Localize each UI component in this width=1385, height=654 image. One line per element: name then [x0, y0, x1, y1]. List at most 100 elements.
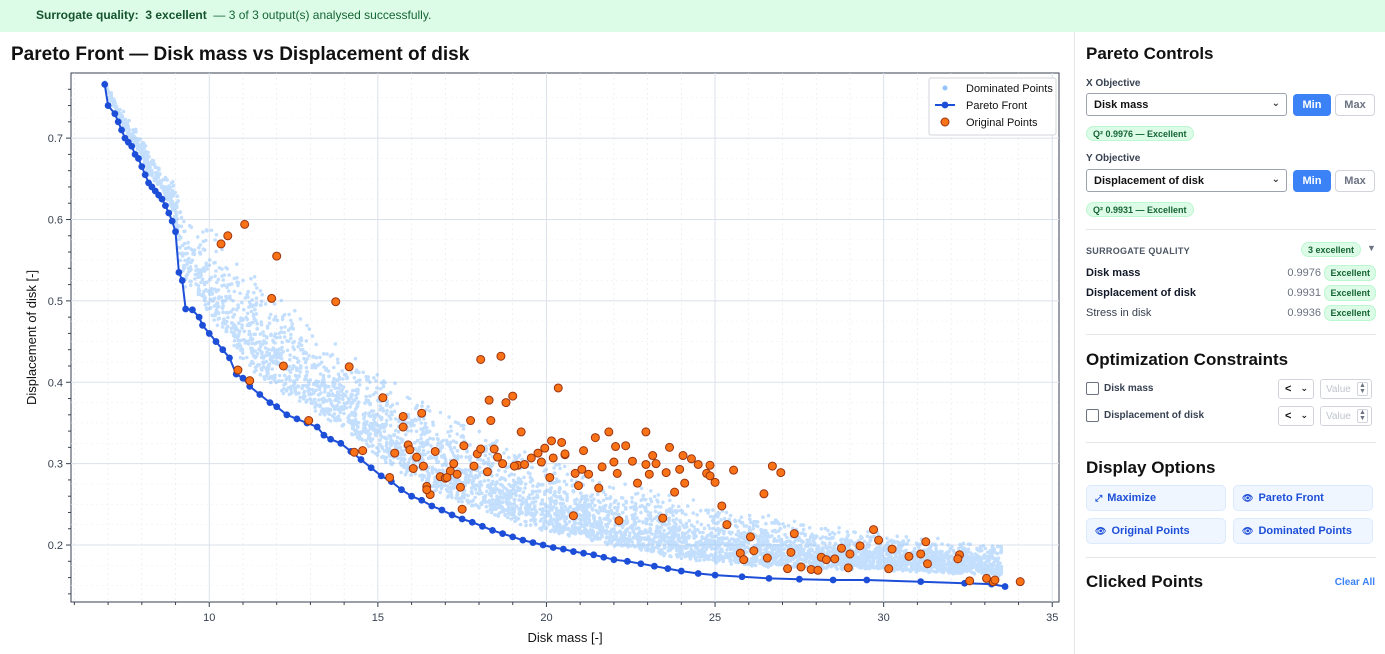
dominated-point	[288, 370, 293, 375]
dominated-point	[346, 416, 351, 420]
dominated-point	[204, 264, 208, 268]
dominated-point	[706, 539, 710, 543]
dominated-point	[525, 509, 529, 513]
dominated-point	[907, 560, 911, 565]
dominated-point	[684, 525, 689, 529]
dominated-point	[633, 501, 638, 506]
dominated-point	[592, 515, 597, 520]
dominated-point	[623, 507, 628, 511]
dominated-point	[558, 466, 562, 471]
dominated-point	[187, 256, 191, 261]
dominated-point	[997, 561, 1002, 565]
dominated-point	[304, 377, 309, 382]
dominated-point	[289, 318, 293, 323]
dominated-point	[643, 528, 648, 532]
dominated-point	[510, 510, 514, 515]
dominated-point	[259, 322, 264, 327]
dominated-point	[447, 415, 451, 419]
dominated-point	[708, 553, 712, 558]
dominated-point	[641, 493, 646, 498]
dominated-point	[348, 405, 352, 409]
dominated-point	[769, 546, 774, 551]
dominated-point	[340, 397, 345, 402]
dominated-point	[427, 473, 432, 478]
dominated-point	[318, 412, 322, 417]
dominated-point	[259, 303, 263, 307]
dominated-point	[194, 264, 198, 268]
dominated-point	[596, 499, 601, 503]
dominated-point	[154, 177, 159, 182]
dominated-point	[686, 504, 690, 508]
dominated-point	[653, 505, 658, 509]
dominated-point	[468, 454, 472, 459]
dominated-point	[333, 386, 337, 390]
dominated-point	[379, 417, 384, 422]
dominated-point	[618, 541, 623, 545]
dominated-point	[542, 520, 546, 525]
dominated-point	[426, 450, 430, 455]
dominated-point	[340, 369, 345, 373]
dominated-point	[885, 541, 890, 546]
dominated-point	[805, 552, 809, 556]
dominated-point	[138, 148, 143, 153]
dominated-point	[393, 381, 397, 386]
dominated-point	[453, 420, 458, 424]
dominated-point	[485, 460, 489, 465]
dominated-point	[952, 570, 957, 574]
dominated-point	[441, 468, 445, 473]
dominated-point	[764, 529, 768, 533]
dominated-point	[387, 446, 392, 451]
dominated-point	[307, 327, 312, 331]
dominated-point	[714, 513, 718, 517]
dominated-point	[344, 406, 349, 410]
dominated-point	[420, 404, 424, 408]
dominated-point	[518, 494, 522, 498]
dominated-point	[706, 511, 710, 515]
dominated-point	[531, 501, 535, 505]
dominated-point	[273, 341, 277, 345]
dominated-point	[521, 490, 526, 495]
dominated-point	[259, 355, 264, 360]
dominated-point	[501, 496, 506, 500]
dominated-point	[748, 562, 752, 566]
dominated-point	[612, 527, 616, 531]
dominated-point	[684, 521, 689, 526]
dominated-point	[341, 377, 345, 381]
dominated-point	[772, 539, 776, 543]
dominated-point	[314, 355, 319, 360]
dominated-point	[376, 398, 380, 403]
dominated-point	[435, 432, 439, 437]
dominated-point	[601, 498, 606, 503]
dominated-point	[342, 401, 347, 406]
dominated-point	[346, 419, 351, 424]
dominated-point	[960, 570, 965, 575]
dominated-point	[554, 463, 558, 467]
dominated-point	[420, 443, 425, 448]
dominated-point	[197, 245, 201, 250]
dominated-point	[381, 381, 386, 386]
dominated-point	[365, 386, 370, 391]
dominated-point	[293, 309, 297, 313]
dominated-point	[288, 378, 292, 382]
dominated-point	[253, 307, 257, 312]
dominated-point	[377, 449, 381, 454]
dominated-point	[245, 355, 249, 360]
dominated-point	[524, 505, 528, 509]
dominated-point	[415, 403, 420, 408]
dominated-point	[628, 531, 632, 535]
dominated-point	[248, 332, 253, 337]
dominated-point	[630, 524, 634, 528]
dominated-point	[576, 503, 580, 507]
dominated-point	[258, 289, 263, 293]
dominated-point	[536, 489, 541, 493]
dominated-point	[603, 540, 608, 545]
dominated-point	[581, 530, 585, 535]
dominated-point	[182, 241, 187, 246]
dominated-point	[747, 513, 752, 518]
dominated-point	[941, 570, 946, 575]
dominated-point	[801, 523, 806, 527]
dominated-point	[242, 329, 247, 334]
dominated-point	[250, 304, 254, 309]
dominated-point	[471, 503, 476, 508]
